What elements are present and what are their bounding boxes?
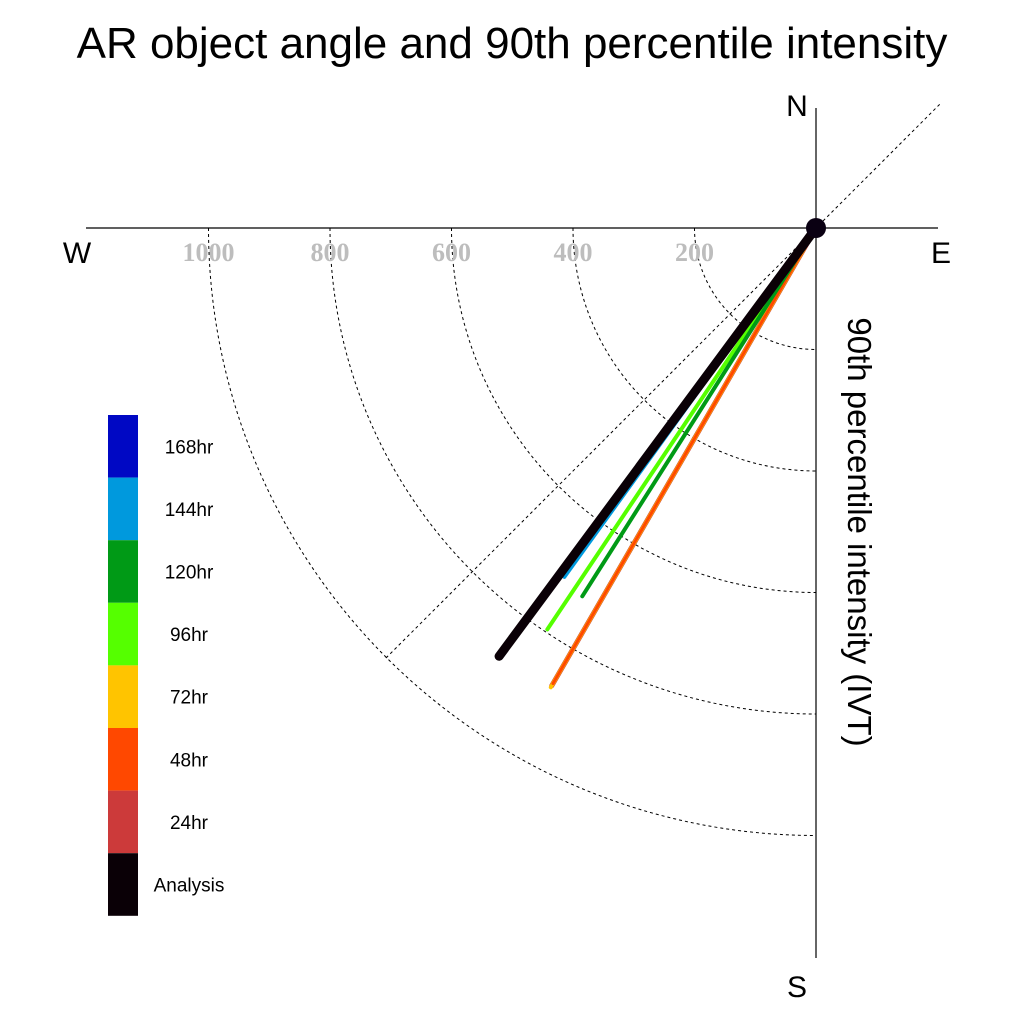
ring-label-400: 400	[554, 238, 593, 267]
north-label: N	[786, 90, 808, 123]
south-label: S	[787, 971, 807, 1004]
vectors	[494, 223, 821, 690]
ring-800	[329, 227, 817, 715]
legend-swatch-168hr	[108, 415, 138, 478]
ring-label-1000: 1000	[183, 238, 235, 267]
ring-label-600: 600	[432, 238, 471, 267]
legend-label-analysis: Analysis	[154, 876, 225, 897]
grid	[208, 103, 941, 836]
legend-label-168hr: 168hr	[165, 437, 214, 458]
legend-swatch-120hr	[108, 540, 138, 603]
legend-label-24hr: 24hr	[170, 813, 209, 834]
ring-400	[572, 227, 817, 472]
legend-label-144hr: 144hr	[165, 500, 214, 521]
ring-1000	[208, 227, 817, 836]
diagonal-guide	[385, 103, 941, 659]
chart-title: AR object angle and 90th percentile inte…	[77, 19, 948, 68]
ring-label-200: 200	[675, 238, 714, 267]
east-label: E	[931, 237, 951, 270]
legend-label-48hr: 48hr	[170, 750, 209, 771]
ring-200	[694, 227, 817, 350]
legend-swatch-144hr	[108, 477, 138, 541]
axes: N S E W	[63, 90, 951, 1004]
origin-marker	[806, 218, 826, 238]
west-label: W	[63, 237, 92, 270]
vector-120hr	[580, 226, 818, 599]
legend-label-96hr: 96hr	[170, 625, 209, 646]
ring-labels: 200 400 600 800 1000	[183, 238, 715, 267]
legend-swatch-72hr	[108, 665, 138, 728]
ring-label-800: 800	[311, 238, 350, 267]
legend-swatch-24hr	[108, 790, 138, 854]
legend-swatch-analysis	[108, 853, 138, 916]
intensity-axis-label: 90th percentile intensity (IVT)	[841, 317, 878, 746]
vector-analysis	[494, 223, 821, 661]
legend-label-72hr: 72hr	[170, 688, 209, 709]
vector-48hr	[551, 226, 818, 686]
ring-600	[451, 227, 817, 593]
legend-swatch-96hr	[108, 602, 138, 666]
legend-swatch-48hr	[108, 728, 138, 791]
legend-label-120hr: 120hr	[165, 563, 214, 584]
legend: 168hr 144hr 120hr 96hr 72hr 48hr 24hr Analysis	[108, 415, 224, 916]
